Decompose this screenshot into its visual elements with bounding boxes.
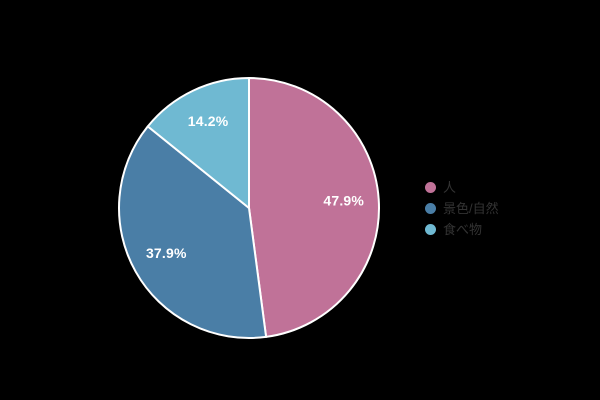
legend-item-食べ物[interactable]: 食べ物 [425,221,499,238]
pie-slice-人[interactable] [248,77,380,338]
legend: 人景色/自然食べ物 [425,179,499,238]
slice-percent-label-景色/自然: 37.9% [146,245,187,261]
legend-label: 人 [443,180,457,195]
pie-slice-食べ物[interactable] [146,77,250,209]
slice-percent-label-人: 47.9% [323,192,364,208]
legend-swatch-icon [425,224,436,235]
legend-item-人[interactable]: 人 [425,179,499,196]
slice-percent-label-食べ物: 14.2% [188,113,229,129]
legend-label: 食べ物 [443,222,483,237]
pie-slice-景色/自然[interactable] [118,125,268,339]
legend-item-景色/自然[interactable]: 景色/自然 [425,200,499,217]
legend-swatch-icon [425,203,436,214]
legend-swatch-icon [425,182,436,193]
legend-label: 景色/自然 [443,201,499,216]
